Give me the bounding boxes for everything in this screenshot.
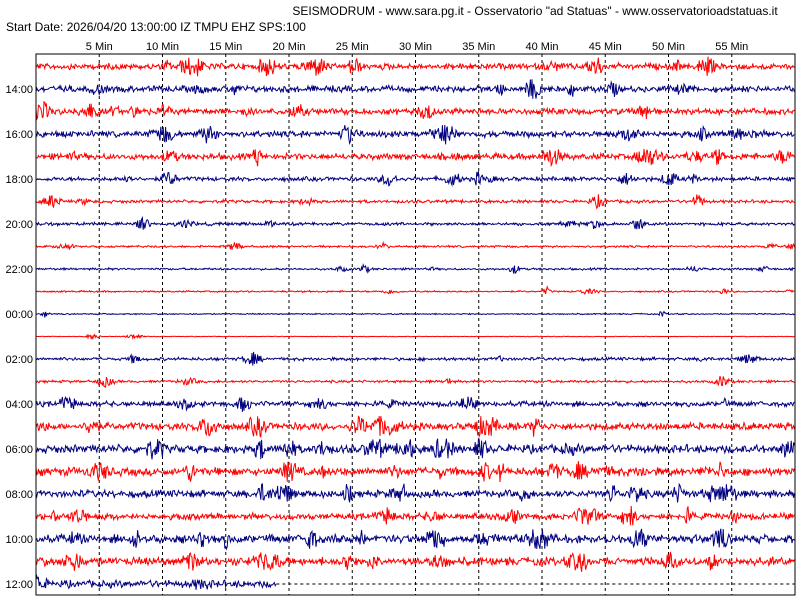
y-axis-labels: 14:00 16:00 18:00 20:00 22:00 00:00 02:00 04:00… — [5, 84, 33, 591]
y-tick-label: 20:00 — [5, 219, 33, 231]
x-tick-label: 25 Min — [336, 41, 369, 53]
trace-row-1600 — [35, 124, 795, 146]
trace-row-0600 — [35, 438, 795, 460]
trace-row-2000 — [35, 215, 795, 230]
y-tick-label: 14:00 — [5, 84, 33, 96]
trace-row-0100 — [35, 333, 795, 341]
trace-row-1500 — [35, 100, 795, 121]
y-tick-label: 00:00 — [5, 309, 33, 321]
x-tick-label: 5 Min — [86, 41, 113, 53]
trace-row-1800 — [35, 171, 795, 188]
trace-row-1300 — [35, 56, 795, 77]
x-tick-label: 20 Min — [272, 41, 305, 53]
grid-lines — [98, 54, 733, 595]
start-date-line: Start Date: 2026/04/20 13:00:00 IZ TMPU … — [6, 20, 306, 34]
trace-row-1900 — [35, 194, 795, 210]
trace-row-1100 — [35, 551, 795, 572]
trace-row-0800 — [35, 482, 795, 503]
y-tick-label: 22:00 — [5, 264, 33, 276]
trace-row-2300 — [35, 285, 795, 295]
x-tick-label: 40 Min — [525, 41, 558, 53]
y-tick-label: 08:00 — [5, 489, 33, 501]
trace-row-1200 — [35, 574, 277, 590]
trace-row-2100 — [35, 240, 795, 251]
plot-frame — [35, 53, 796, 596]
y-tick-label: 12:00 — [5, 579, 33, 591]
x-tick-label: 45 Min — [589, 41, 622, 53]
y-tick-label: 02:00 — [5, 354, 33, 366]
x-tick-label: 50 Min — [652, 41, 685, 53]
x-tick-label: 10 Min — [146, 41, 179, 53]
x-tick-label: 55 Min — [715, 41, 748, 53]
y-tick-label: 16:00 — [5, 129, 33, 141]
seismic-traces — [35, 56, 795, 590]
trace-row-0900 — [35, 505, 795, 526]
trace-row-2200 — [35, 263, 795, 275]
y-tick-label: 06:00 — [5, 444, 33, 456]
y-tick-label: 18:00 — [5, 174, 33, 186]
trace-row-0200 — [35, 351, 795, 366]
x-axis-labels: 5 Min 10 Min 15 Min 20 Min 25 Min 30 Min 35 Mi… — [86, 41, 748, 53]
trace-row-0700 — [35, 461, 795, 483]
trace-row-0500 — [35, 415, 795, 439]
trace-row-0000 — [35, 310, 795, 318]
trace-row-1700 — [35, 148, 795, 168]
trace-row-0400 — [35, 396, 795, 412]
trace-row-0300 — [35, 375, 795, 389]
header-title: SEISMODRUM - www.sara.pg.it - Osservator… — [292, 4, 778, 18]
y-tick-label: 10:00 — [5, 534, 33, 546]
x-tick-label: 35 Min — [462, 41, 495, 53]
trace-row-1400 — [35, 79, 795, 99]
y-tick-label: 04:00 — [5, 399, 33, 411]
trace-row-1000 — [35, 528, 795, 551]
x-tick-label: 30 Min — [399, 41, 432, 53]
x-tick-label: 15 Min — [209, 41, 242, 53]
